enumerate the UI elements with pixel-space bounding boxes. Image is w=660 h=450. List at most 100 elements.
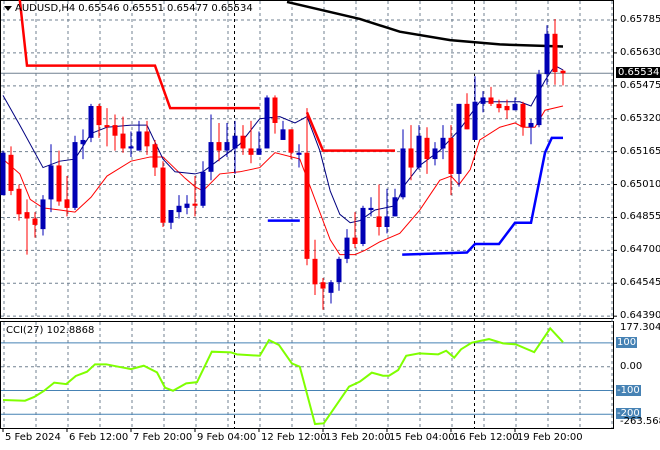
- price-axis-label: 0.64545: [620, 277, 660, 289]
- bearish-candle-body: [112, 125, 118, 136]
- bearish-candle-body: [272, 97, 278, 123]
- time-axis-label: 6 Feb 12:00: [69, 432, 129, 443]
- open-value: 0.65546: [78, 3, 120, 14]
- bullish-candle-body: [360, 207, 366, 244]
- bearish-candle-body: [320, 282, 326, 289]
- bearish-candle-body: [496, 103, 502, 109]
- time-axis-label: 16 Feb 12:00: [453, 432, 519, 443]
- cci-level-label: -100: [616, 384, 641, 396]
- bullish-candle-body: [224, 142, 230, 151]
- bearish-candle-body: [376, 216, 382, 228]
- price-axis-label: 0.64855: [620, 211, 660, 223]
- bearish-candle-body: [64, 199, 70, 208]
- time-axis-label: 7 Feb 20:00: [133, 432, 193, 443]
- bullish-candle-body: [536, 74, 542, 126]
- time-axis-label: 12 Feb 12:00: [261, 432, 327, 443]
- upper-moving-average-line: [2, 64, 564, 224]
- bearish-candle-body: [192, 203, 198, 206]
- bearish-candle-body: [152, 144, 158, 168]
- bullish-candle-body: [336, 258, 342, 283]
- bearish-candle-body: [464, 103, 470, 130]
- bullish-candle-body: [280, 129, 286, 140]
- bearish-candle-body: [144, 131, 150, 147]
- bullish-candle-body: [40, 199, 46, 230]
- price-axis-label: 0.65475: [620, 79, 660, 91]
- bearish-candle-body: [504, 105, 510, 111]
- bullish-candle-body: [480, 97, 486, 104]
- time-axis-label: 5 Feb 2024: [5, 432, 61, 443]
- time-axis-label: 13 Feb 20:00: [325, 432, 391, 443]
- price-axis-label: 0.64390: [620, 310, 660, 322]
- bearish-candle-body: [520, 103, 526, 128]
- bullish-candle-body: [528, 122, 534, 128]
- bullish-candle-body: [328, 282, 334, 293]
- price-axis-label: 0.65785: [620, 14, 660, 25]
- bullish-candle-body: [208, 142, 214, 172]
- bearish-candle-body: [32, 218, 38, 225]
- price-axis-label: 0.64700: [620, 244, 660, 256]
- bullish-candle-body: [472, 101, 478, 140]
- bearish-candle-body: [104, 125, 110, 128]
- bearish-candle-body: [96, 105, 102, 126]
- price-axis-label: 0.65320: [620, 112, 660, 124]
- bullish-candle-body: [416, 135, 422, 168]
- lower-stop-line: [402, 136, 563, 256]
- bearish-candle-body: [240, 135, 246, 149]
- bullish-candle-body: [0, 152, 6, 196]
- bullish-candle-body: [544, 33, 550, 75]
- bullish-candle-body: [232, 135, 238, 149]
- time-axis-label: 9 Feb 04:00: [197, 432, 257, 443]
- bullish-candle-body: [368, 207, 374, 211]
- price-axis-label: 0.65165: [620, 145, 660, 157]
- bullish-candle-body: [392, 197, 398, 217]
- bearish-candle-body: [120, 133, 126, 149]
- bearish-candle-body: [24, 212, 30, 219]
- cci-level-label: -200: [616, 408, 641, 420]
- bearish-candle-body: [16, 188, 22, 215]
- upper-stop-line: [18, 0, 260, 110]
- cci-level-label: 100: [616, 336, 638, 348]
- bearish-candle-body: [552, 33, 558, 73]
- upper-stop-line: [305, 111, 395, 152]
- dropdown-triangle-icon[interactable]: [4, 6, 12, 11]
- time-axis-label: 15 Feb 04:00: [389, 432, 455, 443]
- bearish-candle-body: [424, 137, 430, 160]
- symbol-label: AUDUSD,H4: [15, 3, 76, 14]
- bearish-candle-body: [248, 148, 254, 155]
- bearish-candle-body: [312, 258, 318, 285]
- long-moving-average-line: [286, 0, 564, 48]
- bullish-candle-body: [136, 131, 142, 151]
- close-value: 0.65534: [211, 3, 253, 14]
- bearish-candle-body: [8, 154, 14, 191]
- bullish-candle-body: [432, 148, 438, 160]
- price-axis-label: 0.65630: [620, 46, 660, 58]
- cci-max-label: 177.3049: [620, 322, 660, 333]
- bearish-candle-body: [488, 97, 494, 104]
- bearish-candle-body: [560, 70, 566, 74]
- bearish-candle-body: [352, 237, 358, 244]
- bullish-candle-body: [128, 146, 134, 149]
- chart-header: AUDUSD,H4 0.65546 0.65551 0.65477 0.6553…: [4, 3, 253, 14]
- time-axis-label: 19 Feb 20:00: [517, 432, 583, 443]
- bullish-candle-body: [400, 148, 406, 198]
- bullish-candle-body: [344, 237, 350, 259]
- bullish-candle-body: [264, 97, 270, 149]
- bullish-candle-body: [384, 216, 390, 228]
- bullish-candle-body: [440, 137, 446, 149]
- bullish-candle-body: [80, 139, 86, 145]
- bullish-candle-body: [176, 205, 182, 213]
- bullish-candle-body: [200, 171, 206, 206]
- bullish-candle-body: [256, 148, 262, 155]
- cci-pane-frame: [0, 321, 614, 429]
- cci-min-label: -263.5685: [620, 416, 660, 427]
- price-axis-label: 0.65010: [620, 178, 660, 190]
- cci-title: CCI(27) 102.8868: [6, 325, 95, 336]
- bullish-candle-body: [456, 103, 462, 174]
- bullish-candle-body: [72, 142, 78, 208]
- bullish-candle-body: [296, 152, 302, 155]
- cci-level-label: 0.00: [620, 360, 643, 372]
- bearish-candle-body: [304, 152, 310, 259]
- high-value: 0.65551: [122, 3, 165, 14]
- bearish-candle-body: [288, 129, 294, 153]
